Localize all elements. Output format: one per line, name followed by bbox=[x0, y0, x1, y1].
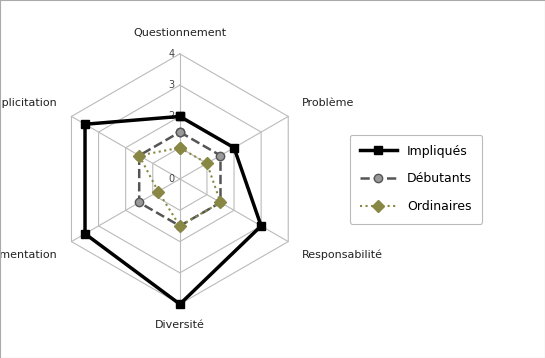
Legend: Impliqués, Débutants, Ordinaires: Impliqués, Débutants, Ordinaires bbox=[349, 135, 482, 223]
Text: 3: 3 bbox=[169, 80, 175, 90]
Text: 4: 4 bbox=[169, 49, 175, 59]
Text: 2: 2 bbox=[168, 111, 175, 121]
Text: Argumentation: Argumentation bbox=[0, 250, 57, 260]
Text: Problème: Problème bbox=[302, 98, 355, 108]
Text: Explicitation: Explicitation bbox=[0, 98, 57, 108]
Text: Questionnement: Questionnement bbox=[134, 28, 226, 38]
Text: 0: 0 bbox=[169, 174, 175, 184]
Text: Diversité: Diversité bbox=[155, 320, 205, 330]
Text: Responsabilité: Responsabilité bbox=[302, 250, 383, 260]
